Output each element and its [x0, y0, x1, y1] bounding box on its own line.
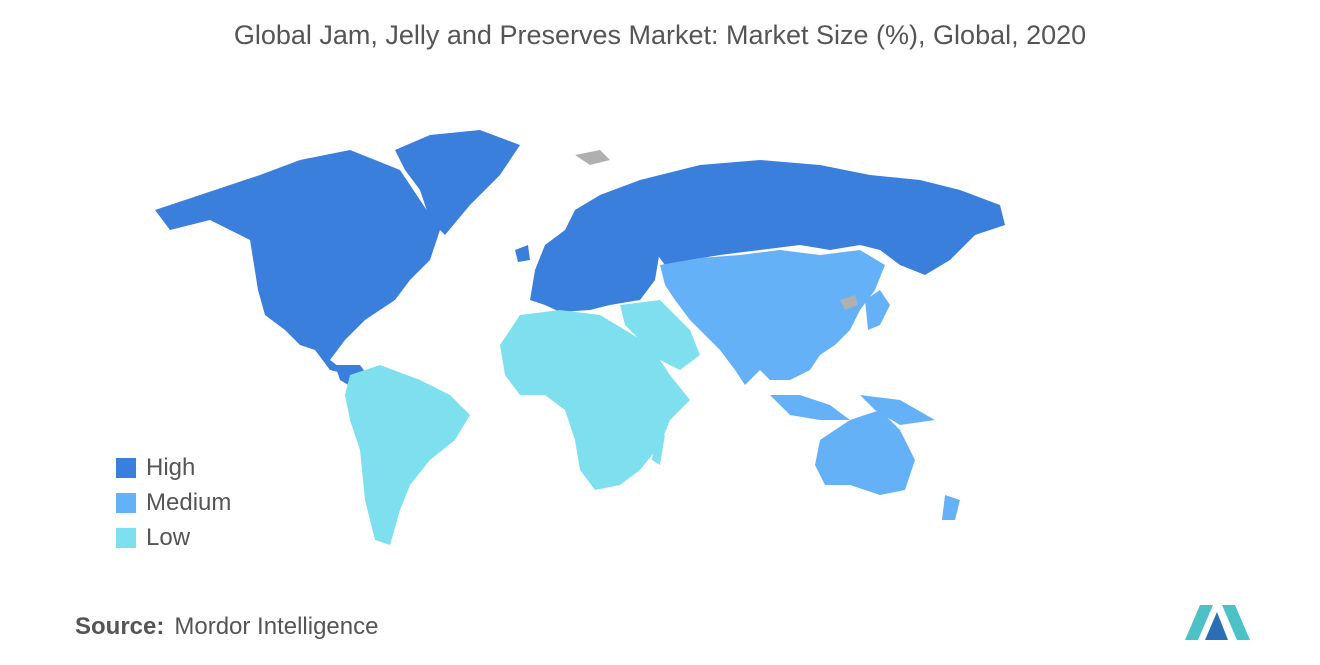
- logo: [1185, 605, 1250, 640]
- no-data: [575, 150, 858, 310]
- legend-label: High: [146, 453, 196, 481]
- legend-swatch: [116, 492, 136, 513]
- medium-regions: [660, 250, 960, 520]
- legend-item: High: [116, 450, 231, 485]
- legend-label: Medium: [146, 488, 232, 516]
- low-regions: [345, 300, 700, 545]
- legend-item: Low: [116, 520, 231, 555]
- source-label: Source:: [75, 613, 165, 640]
- legend-item: Medium: [116, 485, 231, 520]
- title: Global Jam, Jelly and Preserves Market: …: [233, 20, 1087, 50]
- legend-swatch: [116, 527, 136, 548]
- legend-label: Low: [146, 523, 191, 551]
- high-regions: [155, 130, 1005, 392]
- source-text: Mordor Intelligence: [174, 613, 379, 640]
- legend: High Medium Low: [116, 450, 231, 555]
- source: Source: Mordor Intelligence: [75, 613, 378, 641]
- legend-swatch: [116, 457, 136, 478]
